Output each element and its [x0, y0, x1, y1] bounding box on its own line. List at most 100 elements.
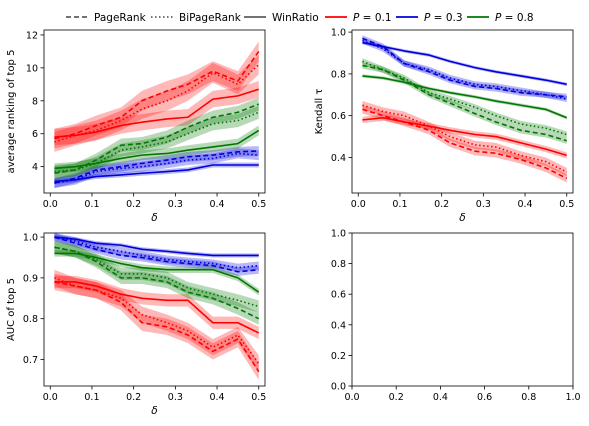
axes-frame: [43, 29, 266, 194]
x-tick-label: 0.4: [209, 199, 224, 210]
x-tick-label: 0.3: [476, 199, 491, 210]
x-tick-label: 1.0: [565, 392, 580, 403]
x-tick-label: 0.2: [434, 199, 449, 210]
x-tick-label: 0.1: [84, 392, 99, 403]
y-tick-label: 0.4: [331, 153, 346, 164]
series-line: [54, 50, 260, 140]
axes-frame: [351, 232, 574, 387]
y-tick-label: 0.4: [331, 320, 346, 331]
series-line: [54, 252, 260, 293]
series-line: [54, 281, 260, 334]
y-tick-label: 4: [32, 162, 38, 173]
legend-label-p03: P = 0.3: [424, 12, 463, 24]
series-line: [362, 116, 567, 157]
x-axis-label: δ: [151, 405, 157, 417]
x-tick-label: 0.5: [251, 199, 266, 210]
series-line: [362, 41, 567, 86]
x-tick-label: 0.0: [351, 199, 366, 210]
legend-label-p03-var: P: [424, 12, 431, 24]
legend-label-winratio: WinRatio: [272, 12, 319, 24]
subplot-1: 0.0 0.1 0.2 0.3 0.4 0.5 4 6 8 10 12 δ average rankin…: [6, 29, 266, 224]
y-tick-label: 12: [26, 30, 38, 41]
y-tick-label: 0.9: [23, 273, 38, 284]
y-axis-label: Kendall τ: [314, 89, 325, 135]
legend-label-p03-eq: = 0.3: [430, 12, 462, 24]
y-tick-label: 0.2: [331, 351, 346, 362]
confidence-band: [362, 114, 567, 159]
confidence-band: [54, 250, 259, 296]
series-line: [54, 281, 260, 373]
series-line: [54, 111, 260, 173]
x-axis-label: δ: [151, 212, 157, 224]
x-tick-label: 0.2: [126, 392, 141, 403]
subplots: 0.0 0.1 0.2 0.3 0.4 0.5 4 6 8 10 12 δ average rankin…: [6, 28, 581, 417]
confidence-band: [362, 74, 567, 120]
series-line: [362, 60, 567, 136]
confidence-band: [54, 273, 259, 380]
x-tick-label: 0.5: [559, 199, 574, 210]
x-tick-label: 0.0: [344, 392, 359, 403]
x-tick-label: 0.2: [389, 392, 404, 403]
legend-label-p08: P = 0.8: [495, 12, 534, 24]
series-line: [54, 164, 259, 183]
series-line: [54, 150, 259, 184]
legend-entry-winratio: WinRatio: [244, 12, 319, 24]
y-axis-label: AUC of top 5: [6, 278, 17, 341]
legend-label-pagerank: PageRank: [94, 12, 147, 24]
series-line: [54, 152, 259, 184]
y-tick-label: 6: [32, 129, 38, 140]
series-line: [54, 277, 260, 365]
confidence-band: [54, 275, 259, 340]
subplot-4: 0.0 0.2 0.4 0.6 0.8 1.0 0.0 0.2 0.4 0.6 0.8 1.0: [331, 229, 581, 404]
legend-label-p01-eq: = 0.1: [359, 12, 391, 24]
y-tick-label: 8: [32, 96, 38, 107]
series-line: [54, 236, 259, 257]
legend-entry-p03: P = 0.3: [396, 12, 463, 24]
series-line: [362, 108, 568, 180]
x-tick-label: 0.0: [43, 199, 58, 210]
y-tick-label: 1.0: [331, 229, 346, 240]
y-tick-label: 10: [26, 63, 38, 74]
legend-entry-bipagerank: BiPageRank: [151, 12, 242, 24]
axes-frame: [351, 29, 574, 194]
legend: PageRank BiPageRank WinRatio P = 0.1 P =…: [66, 12, 534, 24]
axes-frame: [43, 232, 266, 387]
x-tick-label: 0.1: [84, 199, 99, 210]
x-tick-label: 0.3: [168, 392, 183, 403]
plot-area-2: [362, 35, 568, 183]
y-tick-label: 0.6: [331, 111, 346, 122]
y-tick-label: 0.8: [23, 314, 38, 325]
y-tick-label: 0.6: [331, 290, 346, 301]
x-tick-label: 0.3: [168, 199, 183, 210]
x-axis-label: δ: [459, 212, 465, 224]
y-tick-label: 0.8: [331, 69, 346, 80]
series-line: [362, 75, 568, 119]
x-tick-label: 0.4: [517, 199, 532, 210]
confidence-band: [54, 241, 259, 325]
confidence-band: [54, 146, 259, 189]
y-axis-label: average ranking of top 5: [6, 50, 17, 174]
y-tick-label: 0.7: [23, 355, 38, 366]
legend-entry-p08: P = 0.8: [467, 12, 534, 24]
series-line: [54, 88, 259, 138]
x-tick-label: 0.2: [126, 199, 141, 210]
series-line: [54, 246, 260, 320]
confidence-band: [362, 105, 567, 183]
series-line: [54, 129, 260, 170]
confidence-band: [54, 162, 259, 184]
confidence-band: [362, 62, 567, 144]
x-tick-label: 0.8: [521, 392, 536, 403]
x-tick-label: 0.4: [209, 392, 224, 403]
legend-label-p01-var: P: [353, 12, 360, 24]
plot-area-1: [54, 41, 260, 189]
confidence-band: [54, 105, 259, 179]
y-tick-label: 1.0: [331, 28, 346, 39]
y-tick-label: 1.0: [23, 233, 38, 244]
legend-label-p01: P = 0.1: [353, 12, 392, 24]
confidence-band: [54, 233, 259, 272]
plot-area-3: [54, 233, 260, 380]
series-line: [362, 104, 568, 173]
legend-label-bipagerank: BiPageRank: [179, 12, 242, 24]
subplot-2: 0.0 0.1 0.2 0.3 0.4 0.5 0.4 0.6 0.8 1.0 δ Kendall τ: [314, 28, 574, 224]
